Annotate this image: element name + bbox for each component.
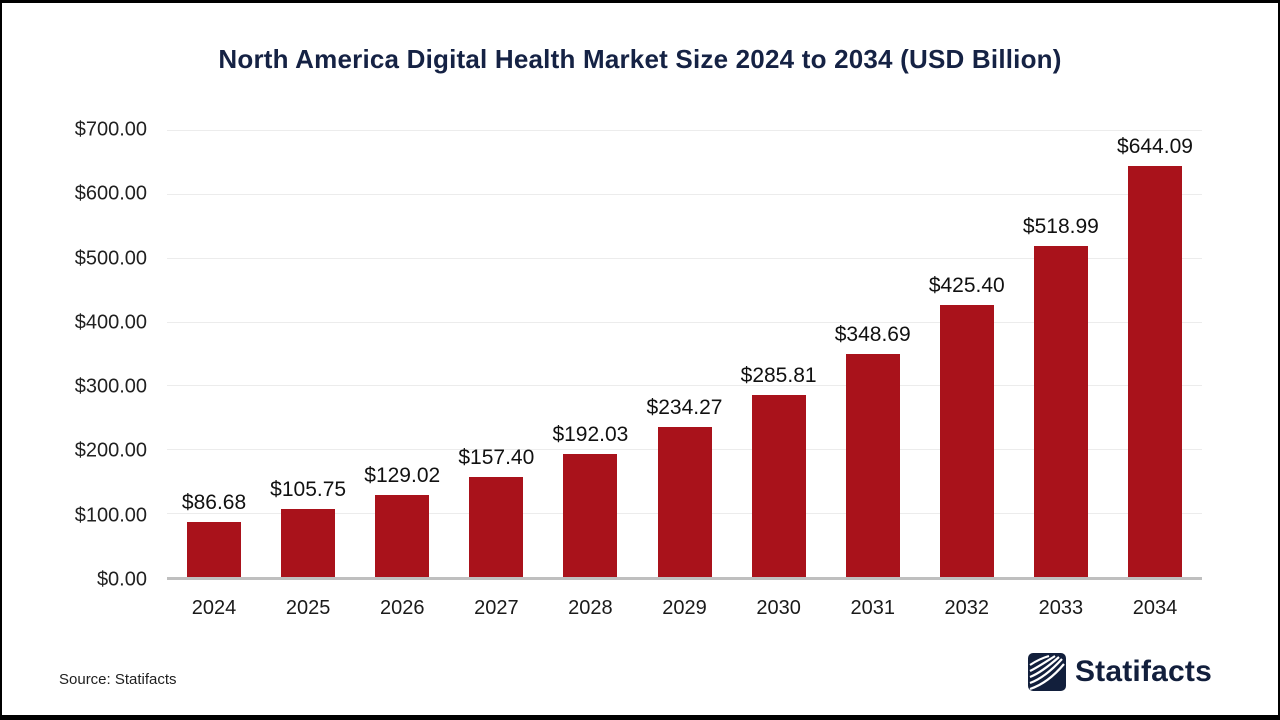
x-tick-label-2027: 2027	[474, 597, 519, 619]
y-tick-label: $500.00	[74, 247, 147, 270]
bar-value-label: $86.68	[181, 490, 247, 514]
bar-column-2031: $348.69	[826, 130, 920, 577]
bar-series: $86.68 $105.75 $129.02 $157.40 $192.03 $234.2…	[167, 130, 1202, 577]
x-tick-label-2032: 2032	[944, 597, 990, 619]
y-tick-label: $0.00	[96, 568, 147, 591]
chart-title: North America Digital Health Market Size…	[218, 44, 1062, 74]
x-tick-label-2029: 2029	[662, 597, 707, 619]
bar-2028	[563, 454, 618, 577]
bar-value-label: $157.40	[458, 445, 535, 469]
y-tick-label: $400.00	[74, 311, 147, 334]
bar-2025	[281, 509, 336, 577]
y-axis: $700.00 $600.00 $500.00 $400.00 $300.00 $200.…	[2, 119, 147, 591]
bar-2031	[845, 354, 900, 577]
bar-value-label: $425.40	[928, 274, 1005, 298]
bar-value-label: $348.69	[834, 323, 911, 347]
source-note: Source: Statifacts	[59, 671, 177, 688]
bar-column-2024: $86.68	[167, 130, 261, 577]
bar-2032	[939, 305, 994, 577]
bar-value-label: $129.02	[364, 463, 441, 487]
bar-value-label: $234.27	[646, 396, 723, 420]
statifacts-waves-icon	[1027, 653, 1066, 691]
brand-name: Statifacts	[1074, 655, 1212, 688]
plot-area: $86.68 $105.75 $129.02 $157.40 $192.03 $234.2…	[167, 130, 1202, 580]
bar-value-label: $644.09	[1117, 134, 1193, 158]
bar-2034	[1127, 165, 1182, 577]
y-tick-label: $700.00	[74, 118, 147, 141]
bar-column-2030: $285.81	[732, 130, 826, 577]
bar-2029	[657, 427, 712, 577]
bar-column-2032: $425.40	[920, 130, 1014, 577]
bar-column-2029: $234.27	[637, 130, 731, 577]
y-tick-label: $300.00	[74, 375, 147, 398]
gridline	[167, 130, 1202, 131]
bar-column-2028: $192.03	[543, 130, 637, 577]
y-tick-label: $600.00	[74, 182, 147, 205]
bar-column-2027: $157.40	[449, 130, 543, 577]
bar-2026	[375, 494, 430, 577]
bar-value-label: $105.75	[270, 478, 347, 502]
bar-column-2033: $518.99	[1014, 130, 1108, 577]
y-tick-label: $200.00	[74, 439, 147, 462]
x-tick-label-2028: 2028	[568, 597, 613, 619]
bar-2027	[469, 476, 524, 577]
x-tick-label-2024: 2024	[191, 597, 237, 619]
x-axis: 2024 2025 2026 2027 2028 2029 2030 2031 2032 2033…	[167, 597, 1202, 620]
gridline	[167, 321, 1202, 323]
bar-column-2026: $129.02	[355, 130, 449, 577]
gridline	[167, 385, 1202, 387]
bar-column-2025: $105.75	[261, 130, 355, 577]
x-tick-label-2030: 2030	[756, 597, 801, 619]
x-tick-label-2033: 2033	[1038, 597, 1084, 619]
x-tick-label-2034: 2034	[1132, 597, 1178, 619]
bar-value-label: $192.03	[552, 423, 629, 447]
gridline	[167, 257, 1202, 259]
bar-value-label: $518.99	[1022, 214, 1099, 238]
bar-column-2034: $644.09	[1108, 130, 1202, 577]
gridline	[167, 193, 1202, 195]
bar-value-label: $285.81	[740, 363, 817, 387]
y-tick-label: $100.00	[74, 504, 147, 527]
x-tick-label-2031: 2031	[850, 597, 895, 619]
bar-2030	[751, 394, 806, 577]
bar-2024	[187, 521, 242, 577]
x-tick-label-2026: 2026	[379, 597, 425, 619]
x-tick-label-2025: 2025	[285, 597, 331, 619]
brand-logo: Statifacts	[1027, 653, 1212, 691]
bar-2033	[1033, 245, 1088, 577]
